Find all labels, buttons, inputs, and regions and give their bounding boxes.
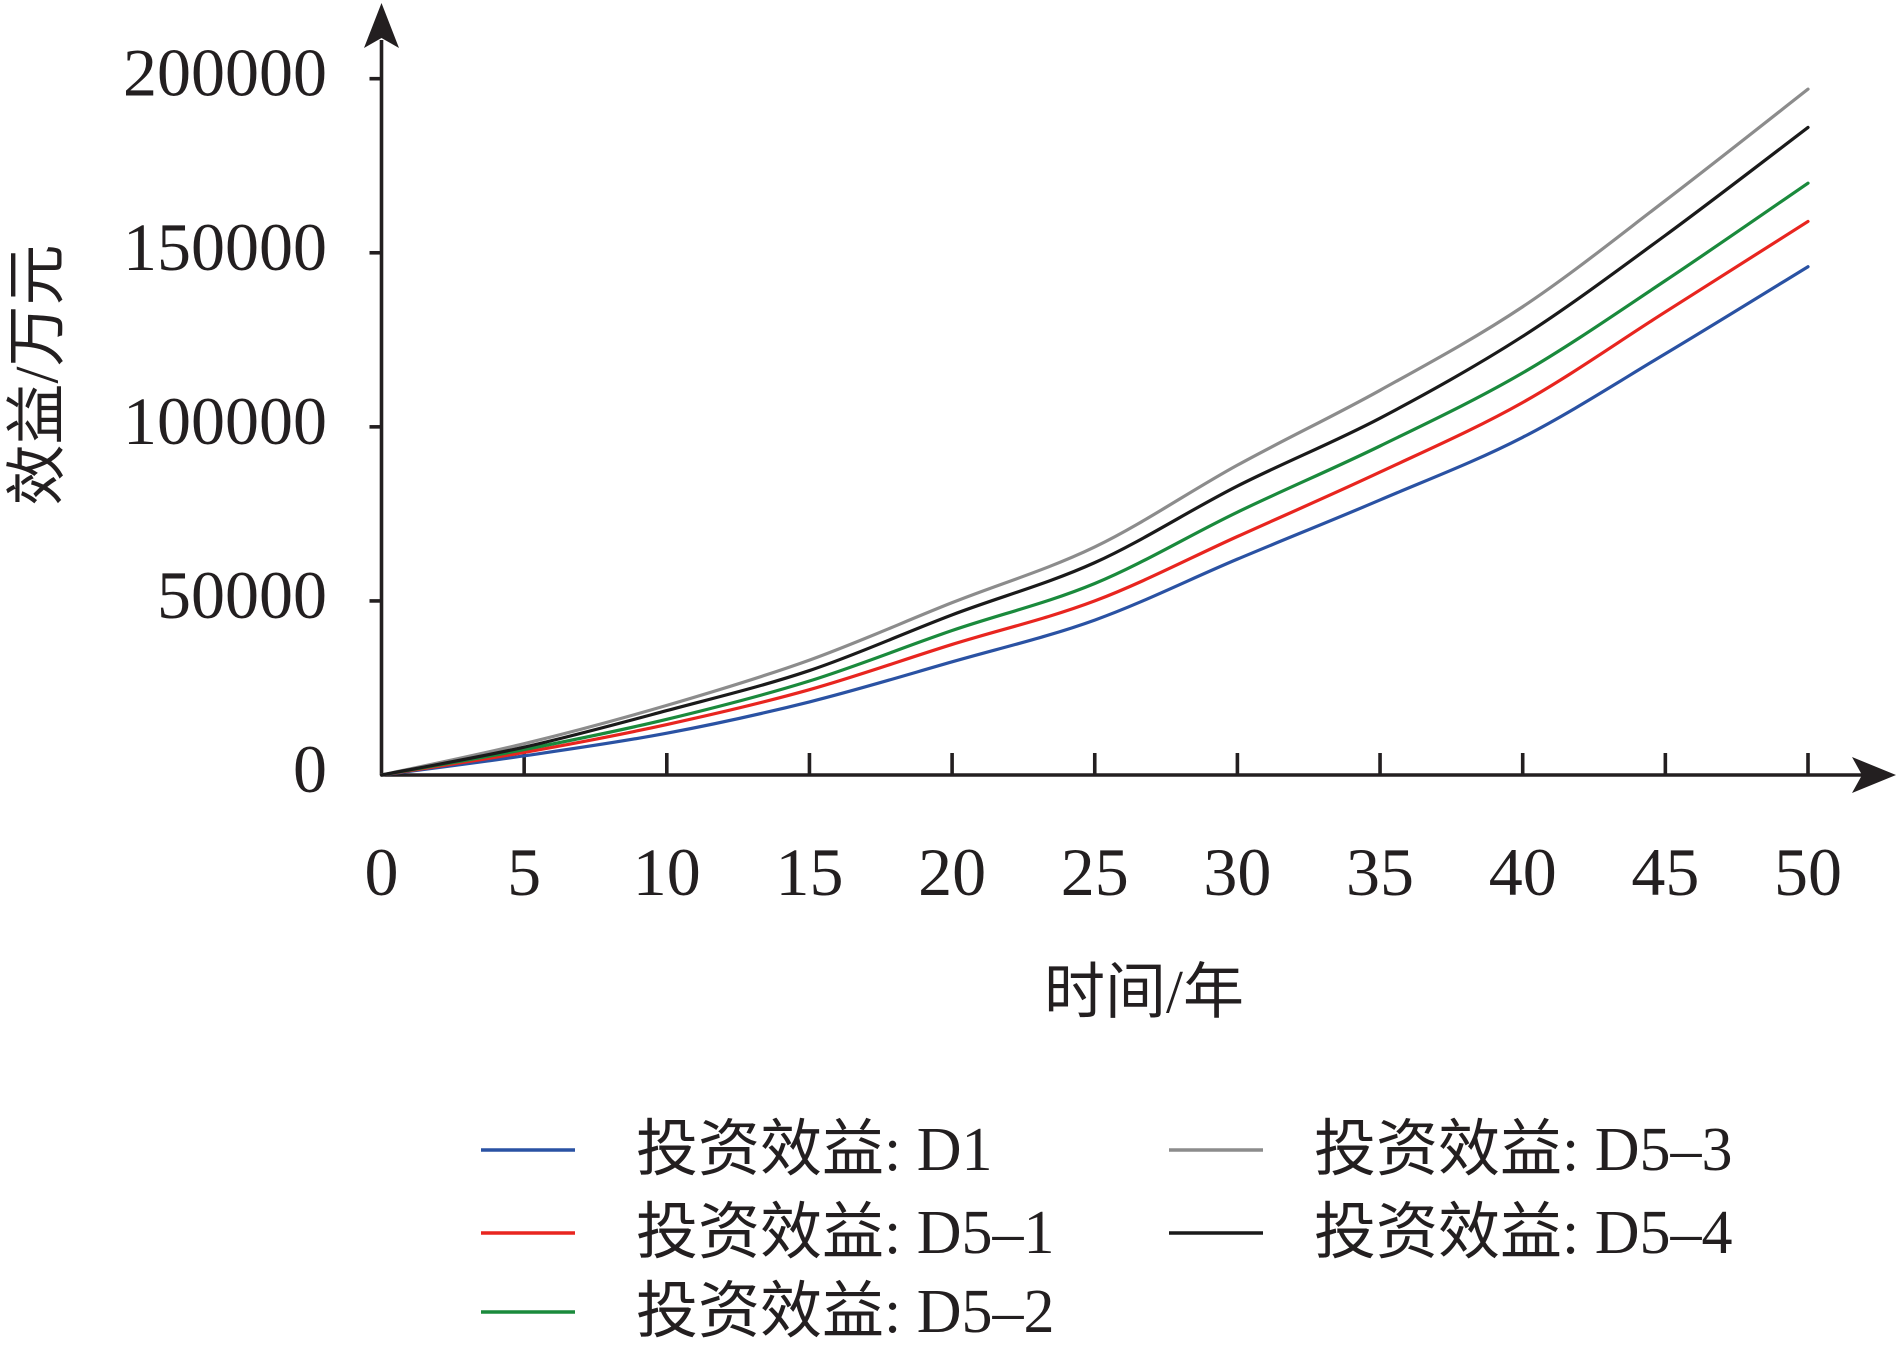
legend-item-d5-4: 投资效益: D5–4: [1169, 1199, 1733, 1267]
x-tick-label: 25: [1061, 834, 1129, 910]
x-tick-label: 5: [507, 834, 541, 910]
y-tick-label: 0: [293, 731, 327, 807]
series-line-d1: [379, 265, 1810, 777]
legend-item-d5-1: 投资效益: D5–1: [481, 1199, 1055, 1267]
series-line-d5-4: [379, 125, 1810, 777]
x-axis: 0 5 10 15 20 25 30 35 40 45 50: [365, 753, 1896, 910]
x-ticks: [522, 753, 1810, 775]
x-tick-label: 10: [633, 834, 701, 910]
y-tick-label: 50000: [157, 557, 327, 633]
series-line-d5-2: [379, 181, 1810, 777]
x-tick-label: 0: [365, 834, 399, 910]
x-tick-label: 40: [1489, 834, 1557, 910]
series-layer: [379, 87, 1810, 777]
x-tick-labels: 0 5 10 15 20 25 30 35 40 45 50: [365, 834, 1843, 910]
y-tick-label: 150000: [123, 209, 327, 285]
legend-item-d5-2: 投资效益: D5–2: [481, 1278, 1055, 1346]
legend-item-d5-3: 投资效益: D5–3: [1169, 1116, 1733, 1184]
legend-item-d1: 投资效益: D1: [481, 1116, 993, 1184]
y-tick-labels: 0 50000 100000 150000 200000: [123, 35, 327, 807]
x-axis-arrow-icon: [1852, 757, 1896, 793]
x-tick-label: 50: [1774, 834, 1842, 910]
x-tick-label: 45: [1631, 834, 1699, 910]
x-tick-label: 30: [1203, 834, 1271, 910]
legend-label: 投资效益: D5–1: [636, 1199, 1055, 1267]
legend-label: 投资效益: D5–4: [1314, 1199, 1733, 1267]
x-tick-label: 15: [775, 834, 843, 910]
y-axis: 0 50000 100000 150000 200000: [123, 3, 399, 807]
y-tick-label: 100000: [123, 383, 327, 459]
series-line-d5-3: [379, 87, 1810, 777]
x-tick-label: 35: [1346, 834, 1414, 910]
y-tick-label: 200000: [123, 35, 327, 111]
legend-label: 投资效益: D5–2: [636, 1278, 1055, 1346]
y-axis-title: 效益/万元: [5, 245, 72, 506]
series-line-d5-1: [379, 219, 1810, 777]
legend-label: 投资效益: D5–3: [1314, 1116, 1733, 1184]
y-axis-arrow-icon: [364, 3, 399, 48]
x-axis-title: 时间/年: [1044, 960, 1244, 1027]
x-tick-label: 20: [918, 834, 986, 910]
legend-label: 投资效益: D1: [636, 1116, 993, 1184]
y-ticks: [369, 76, 382, 603]
legend: 投资效益: D1 投资效益: D5–1 投资效益: D5–2 投资效益: D5–…: [481, 1116, 1733, 1346]
